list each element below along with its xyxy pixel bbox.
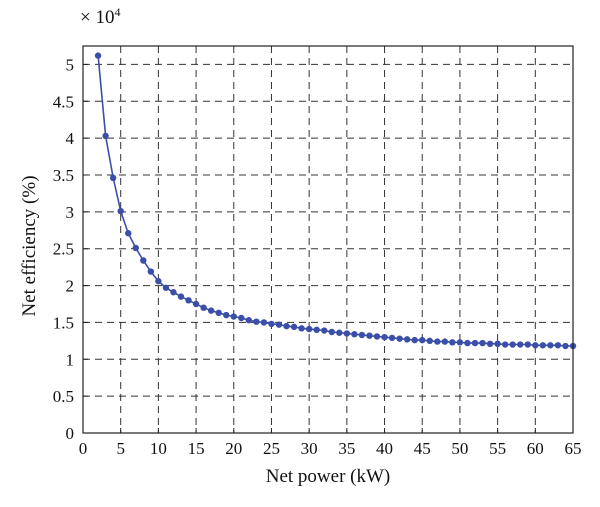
y-tick-label: 1.5 (53, 313, 74, 332)
data-point (554, 342, 562, 349)
x-tick-label: 55 (489, 439, 506, 458)
y-tick-label: 0 (66, 424, 75, 443)
data-point (328, 328, 335, 336)
data-point (117, 207, 124, 215)
data-point (185, 297, 192, 304)
data-point (539, 342, 547, 349)
x-tick-label: 65 (565, 439, 582, 458)
x-tick-label: 15 (188, 439, 205, 458)
x-tick-label: 40 (376, 439, 393, 458)
data-point (501, 341, 509, 348)
x-tick-label: 50 (451, 439, 468, 458)
data-point (283, 322, 290, 330)
data-point (230, 313, 237, 320)
data-point (456, 339, 464, 346)
data-point (532, 342, 539, 349)
data-point (449, 339, 456, 346)
y-tick-label: 3 (66, 203, 75, 222)
data-point (479, 339, 486, 347)
data-point (411, 336, 418, 344)
data-point (562, 342, 569, 350)
data-point (238, 314, 245, 322)
y-axis-tick-labels: 0 0.5 1 1.5 2 2.5 3 3.5 4 4.5 5 (53, 55, 75, 443)
plot-frame (82, 45, 574, 434)
data-point (305, 325, 313, 333)
data-point (109, 174, 117, 182)
y-multiplier-label: × 104 (80, 5, 120, 28)
y-tick-label: 4.5 (53, 92, 74, 111)
data-point (200, 304, 207, 311)
x-tick-label: 0 (79, 439, 88, 458)
data-point (388, 334, 396, 342)
data-point (434, 338, 441, 345)
y-tick-label: 1 (66, 350, 75, 369)
data-point (343, 330, 351, 337)
data-point (366, 332, 373, 339)
data-point (102, 132, 109, 140)
data-point (396, 335, 403, 342)
y-tick-label: 5 (66, 55, 75, 74)
data-point (140, 257, 147, 264)
data-point (373, 333, 381, 340)
data-point (147, 268, 155, 275)
x-tick-label: 5 (116, 439, 125, 458)
data-point (260, 319, 268, 326)
data-point (162, 284, 170, 291)
x-tick-label: 45 (414, 439, 431, 458)
data-point (509, 341, 516, 348)
data-point (253, 318, 260, 325)
data-point (313, 326, 320, 333)
data-point (125, 230, 132, 237)
data-point (170, 289, 177, 296)
data-point (494, 340, 501, 348)
y-tick-label: 2 (66, 277, 75, 296)
data-point (223, 311, 230, 319)
data-point (94, 52, 102, 59)
data-point (321, 327, 328, 334)
data-point (290, 323, 298, 331)
data-point (524, 341, 531, 348)
data-point (547, 342, 554, 349)
x-tick-label: 60 (527, 439, 544, 458)
y-axis-title: Net efficiency (%) (19, 175, 40, 316)
x-axis-tick-labels: 0 5 10 15 20 25 30 35 40 45 50 55 60 65 (79, 439, 582, 458)
data-point (426, 337, 433, 345)
x-tick-label: 10 (150, 439, 167, 458)
data-series (94, 52, 577, 350)
x-tick-label: 25 (263, 439, 280, 458)
grid (83, 46, 573, 433)
series-line (97, 55, 573, 347)
x-tick-label: 30 (301, 439, 318, 458)
data-point (517, 341, 524, 348)
y-tick-label: 0.5 (53, 387, 74, 406)
x-tick-label: 20 (225, 439, 242, 458)
data-point (177, 293, 185, 300)
data-point (358, 331, 366, 339)
data-point (419, 336, 426, 344)
data-point (132, 244, 139, 252)
data-point (403, 336, 411, 343)
data-point (486, 340, 494, 348)
data-point (351, 331, 358, 338)
data-point (215, 309, 222, 317)
x-axis-title: Net power (kW) (266, 466, 391, 487)
data-point (207, 307, 215, 314)
data-point (268, 320, 275, 328)
x-tick-label: 35 (338, 439, 355, 458)
data-point (245, 317, 253, 324)
data-point (336, 329, 343, 336)
data-point (441, 338, 449, 345)
y-tick-label: 4 (66, 129, 75, 148)
data-point (275, 321, 283, 328)
data-point (298, 325, 305, 332)
data-point (464, 339, 471, 347)
data-point (471, 339, 479, 347)
data-point (381, 333, 388, 341)
data-point (192, 300, 200, 308)
y-tick-label: 3.5 (53, 166, 74, 185)
y-tick-label: 2.5 (53, 240, 74, 259)
data-point (155, 277, 162, 285)
